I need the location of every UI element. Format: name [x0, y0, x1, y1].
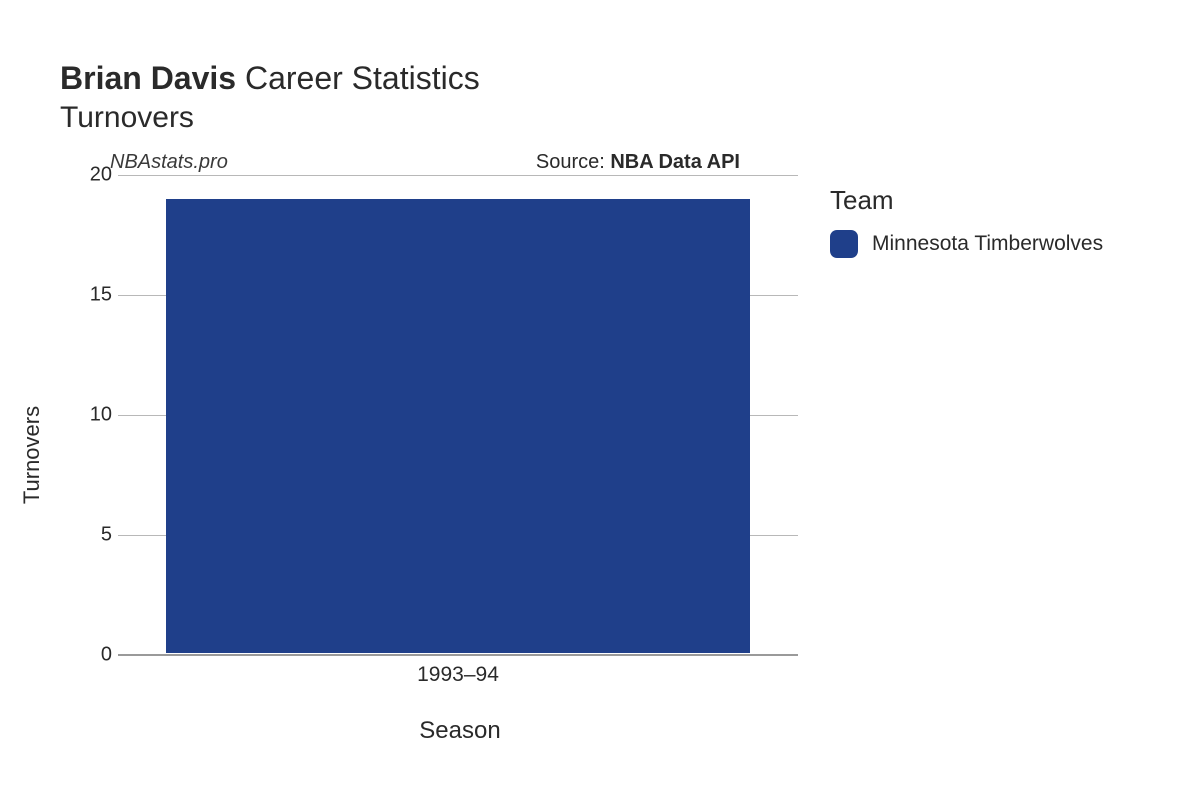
legend: Team Minnesota Timberwolves	[830, 185, 1103, 258]
chart-container: Brian Davis Career Statistics Turnovers …	[0, 0, 1200, 800]
source-value: NBA Data API	[610, 151, 740, 173]
x-tick-label: 1993–94	[417, 663, 499, 687]
title-rest: Career Statistics	[245, 60, 480, 96]
y-tick-label: 0	[74, 644, 112, 667]
source-label: Source:	[536, 151, 610, 173]
legend-item: Minnesota Timberwolves	[830, 230, 1103, 258]
legend-label: Minnesota Timberwolves	[872, 232, 1103, 256]
y-axis-title: Turnovers	[19, 406, 45, 504]
y-tick-label: 15	[74, 284, 112, 307]
plot-wrap: Turnovers 051015201993–94 Season Team Mi…	[60, 175, 1160, 735]
plot-area: 051015201993–94	[118, 175, 798, 655]
legend-title: Team	[830, 185, 1103, 216]
title-player-name: Brian Davis	[60, 60, 236, 96]
y-tick-label: 10	[74, 404, 112, 427]
y-tick-label: 20	[74, 164, 112, 187]
grid-line	[118, 175, 798, 176]
bar	[166, 199, 751, 653]
y-tick-label: 5	[74, 524, 112, 547]
source-attribution: Source: NBA Data API	[536, 151, 740, 174]
x-axis-baseline	[118, 654, 798, 656]
x-axis-title: Season	[419, 717, 500, 745]
legend-swatch	[830, 230, 858, 258]
chart-title: Brian Davis Career Statistics	[60, 60, 1160, 97]
chart-subtitle: Turnovers	[60, 101, 1160, 135]
watermark: NBAstats.pro	[110, 151, 228, 174]
